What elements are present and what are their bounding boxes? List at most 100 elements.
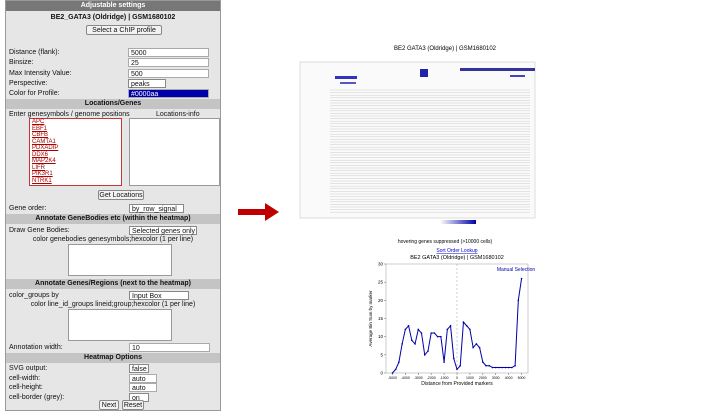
- point: [440, 335, 442, 338]
- section-header: Heatmap Options: [6, 353, 220, 363]
- arrow: [238, 203, 279, 221]
- x-tick-label: -5000: [388, 376, 397, 380]
- dropdown[interactable]: false: [129, 364, 149, 373]
- point: [449, 324, 452, 327]
- section-header: Locations/Genes: [6, 99, 220, 109]
- text-input[interactable]: auto: [129, 383, 157, 392]
- heatmap-image: [299, 61, 536, 224]
- point: [482, 361, 484, 363]
- gene-entry: MAP2K4: [32, 158, 56, 164]
- point: [462, 321, 465, 323]
- x-tick-label: 3000: [492, 376, 500, 380]
- x-tick-label: -3000: [414, 376, 423, 380]
- field-label: Binsize:: [9, 59, 34, 67]
- point: [501, 366, 503, 369]
- point: [446, 328, 449, 331]
- text-input[interactable]: #0000aa: [128, 89, 209, 99]
- point: [417, 328, 420, 331]
- x-tick-label: 0: [456, 376, 458, 380]
- link[interactable]: Sort Order Lookup: [436, 248, 477, 254]
- button[interactable]: Next: [99, 400, 119, 410]
- hint: color genebodies genesymbols;hexcolor (1…: [32, 236, 194, 243]
- point: [478, 346, 481, 349]
- point: [414, 343, 416, 345]
- dropdown[interactable]: Input Box: [129, 291, 189, 300]
- y-tick-label: 5: [380, 352, 383, 357]
- field-label: Perspective:: [9, 79, 48, 87]
- text-input[interactable]: auto: [129, 373, 157, 383]
- text-input[interactable]: 10: [129, 343, 210, 352]
- point: [411, 339, 413, 342]
- point: [498, 366, 500, 369]
- point: [491, 366, 494, 369]
- y-tick-label: 0: [380, 371, 383, 376]
- heatmap-title: BE2 GATA3 (Oldridge) | GSM1680102: [394, 46, 497, 52]
- text-input[interactable]: 5000: [128, 48, 209, 57]
- point: [504, 366, 507, 369]
- label: Annotation width:: [9, 344, 63, 351]
- field-label: cell-height:: [9, 384, 43, 391]
- x-tick-label: 4000: [505, 376, 513, 380]
- point: [472, 346, 474, 349]
- field-label: Distance (flank):: [9, 49, 60, 56]
- dropdown[interactable]: by_row_signal: [129, 204, 184, 213]
- gene-entry: EBF1: [32, 125, 48, 132]
- y-tick-label: 25: [378, 280, 384, 285]
- point: [465, 324, 468, 327]
- x-axis-label: Distance from Provided markers: [421, 381, 493, 387]
- gene-entry: PDXADIP: [32, 145, 59, 151]
- y-tick-label: 10: [378, 334, 384, 339]
- heatmap-note: hovering genes suppressed (>10000 cells): [398, 239, 493, 245]
- point: [485, 364, 487, 367]
- point: [436, 335, 439, 338]
- label: Locations-info: [156, 111, 200, 118]
- point: [398, 361, 400, 363]
- button[interactable]: Get Locations: [98, 190, 144, 200]
- gene-entry: PIK3R1: [32, 171, 53, 177]
- dropdown[interactable]: peaks: [128, 78, 166, 88]
- dropdown[interactable]: Selected genes only: [129, 226, 197, 235]
- label: Enter genesymbols / genome positions: [9, 111, 130, 118]
- text-input[interactable]: 500: [128, 68, 209, 78]
- x-tick-label: 1000: [466, 376, 474, 380]
- point: [404, 328, 407, 331]
- field-label: Max Intensity Value:: [9, 69, 72, 77]
- x-tick-label: 5000: [518, 376, 526, 380]
- panel-header: Adjustable settings: [6, 1, 220, 11]
- point: [520, 277, 523, 280]
- point: [433, 332, 436, 334]
- point: [423, 354, 426, 356]
- point: [394, 368, 397, 371]
- section-header: Annotate Genes/Regions (next to the heat…: [6, 279, 220, 289]
- text-input[interactable]: 25: [128, 58, 209, 68]
- point: [401, 343, 403, 345]
- point: [511, 366, 513, 369]
- point: [517, 299, 520, 302]
- field-label: Color for Profile:: [9, 90, 60, 98]
- y-tick-label: 20: [378, 298, 384, 303]
- point: [420, 332, 423, 334]
- button[interactable]: Select a ChIP profile: [86, 25, 162, 35]
- gene-entry: LIFR: [32, 164, 46, 171]
- textarea[interactable]: [29, 118, 122, 186]
- point: [391, 372, 394, 374]
- x-tick-label: 2000: [479, 376, 487, 380]
- label: Draw Gene Bodies:: [9, 227, 70, 234]
- gene-entry: APC: [32, 119, 45, 125]
- gene-entry: DDX6: [32, 151, 49, 158]
- label: Gene order:: [9, 205, 47, 212]
- point: [459, 364, 462, 367]
- label: color_groups by: [9, 292, 59, 299]
- point: [475, 343, 478, 345]
- point: [452, 357, 455, 360]
- textarea[interactable]: [68, 244, 172, 276]
- plot-title: BE2 GATA3 (Oldridge) | GSM1680102: [410, 255, 504, 261]
- hint: color line_id_groups lineid;group;hexcol…: [30, 301, 196, 308]
- textarea[interactable]: [129, 118, 220, 186]
- textarea[interactable]: [68, 309, 172, 341]
- point: [469, 328, 471, 331]
- button[interactable]: Reset: [122, 400, 144, 410]
- section-header: Annotate GeneBodies etc (within the heat…: [6, 214, 220, 224]
- x-tick-label: -4000: [401, 376, 410, 380]
